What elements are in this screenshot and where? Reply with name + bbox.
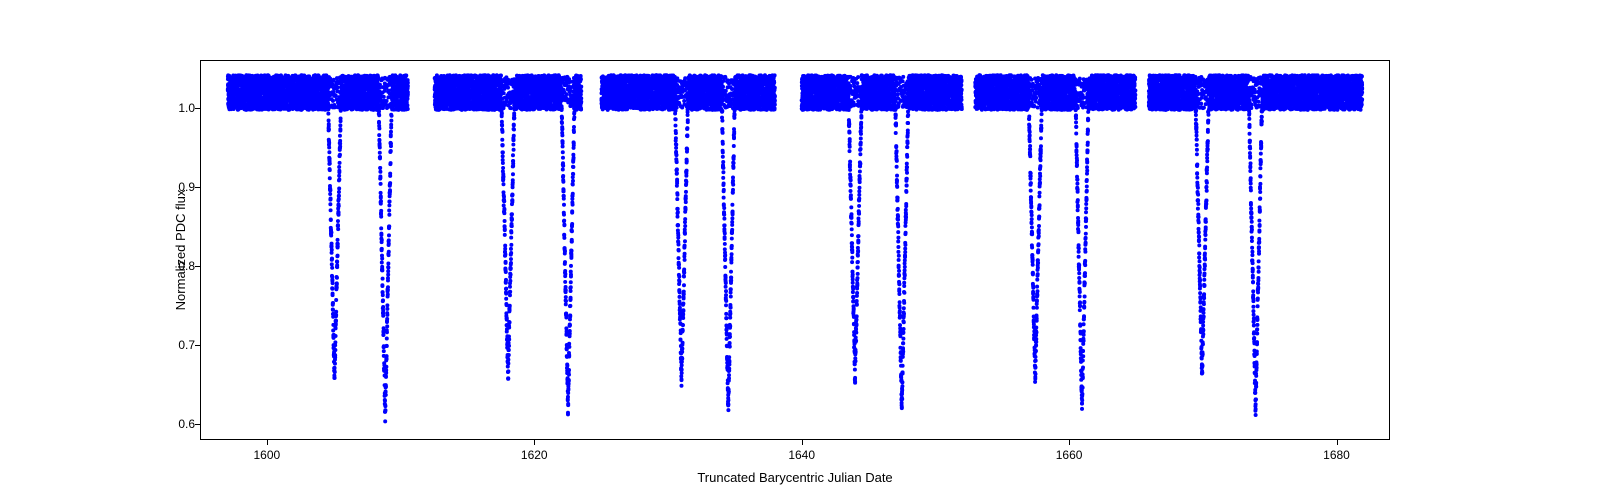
x-axis-label: Truncated Barycentric Julian Date	[200, 470, 1390, 485]
plot-area	[200, 60, 1390, 440]
x-tick-mark	[534, 440, 535, 445]
x-tick-label: 1600	[253, 448, 280, 462]
x-tick-label: 1620	[521, 448, 548, 462]
y-tick-label: 1.0	[165, 101, 195, 115]
y-tick-label: 0.6	[165, 417, 195, 431]
y-tick-mark	[195, 424, 200, 425]
x-tick-mark	[267, 440, 268, 445]
x-tick-label: 1640	[788, 448, 815, 462]
x-tick-mark	[802, 440, 803, 445]
y-tick-mark	[195, 108, 200, 109]
chart-container: Truncated Barycentric Julian Date Normal…	[200, 60, 1390, 440]
y-tick-mark	[195, 187, 200, 188]
scatter-plot	[201, 61, 1389, 439]
y-tick-mark	[195, 266, 200, 267]
y-tick-label: 0.8	[165, 259, 195, 273]
x-tick-label: 1680	[1323, 448, 1350, 462]
x-tick-label: 1660	[1056, 448, 1083, 462]
y-axis-label: Normalized PDC flux	[173, 190, 188, 311]
y-tick-label: 0.9	[165, 180, 195, 194]
y-tick-mark	[195, 345, 200, 346]
x-tick-mark	[1337, 440, 1338, 445]
x-tick-mark	[1069, 440, 1070, 445]
y-tick-label: 0.7	[165, 338, 195, 352]
